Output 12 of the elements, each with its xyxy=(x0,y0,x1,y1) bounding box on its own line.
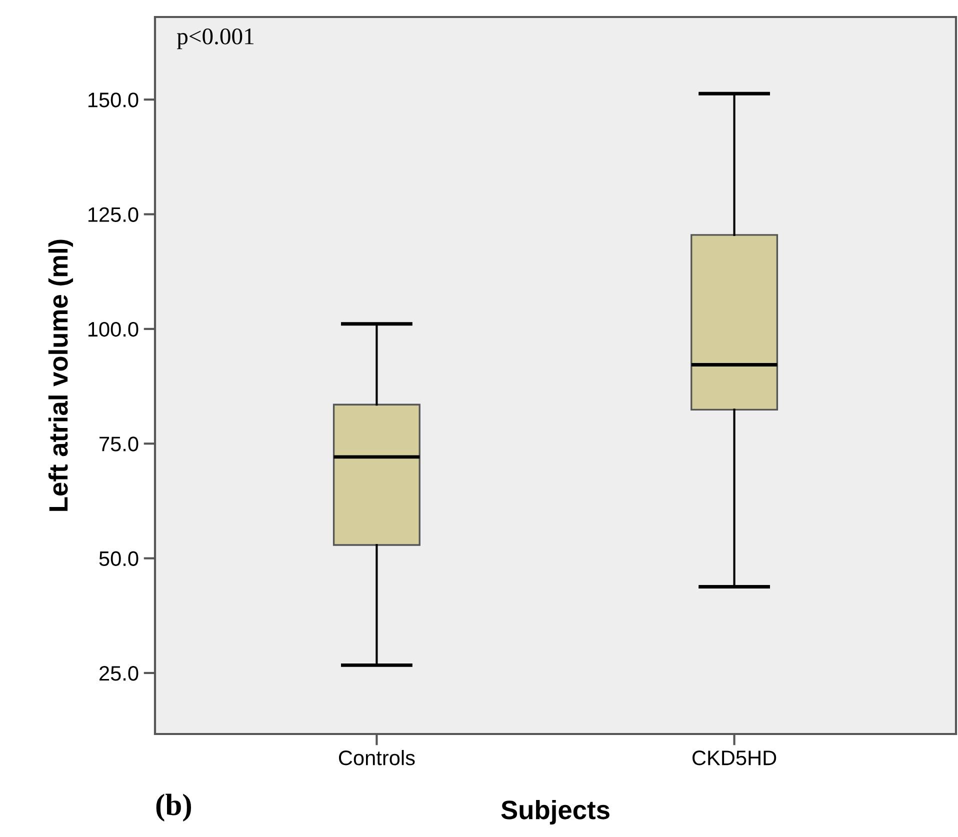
y-tick-label: 50.0 xyxy=(99,551,138,566)
y-tick-label: 125.0 xyxy=(88,207,138,222)
y-tick-label: 100.0 xyxy=(88,322,138,337)
annotation: p<0.001 xyxy=(177,28,254,50)
x-tick-label: Controls xyxy=(338,750,415,766)
x-tick-label: CKD5HD xyxy=(692,750,776,766)
y-axis-title: Left atrial volume (ml) xyxy=(48,240,74,511)
y-tick-label: 25.0 xyxy=(100,666,138,681)
y-tick-label: 150.0 xyxy=(88,92,138,108)
y-tick-label: 75.0 xyxy=(100,436,138,452)
x-axis-title: Subjects xyxy=(501,800,610,825)
text: (b) xyxy=(156,794,191,822)
